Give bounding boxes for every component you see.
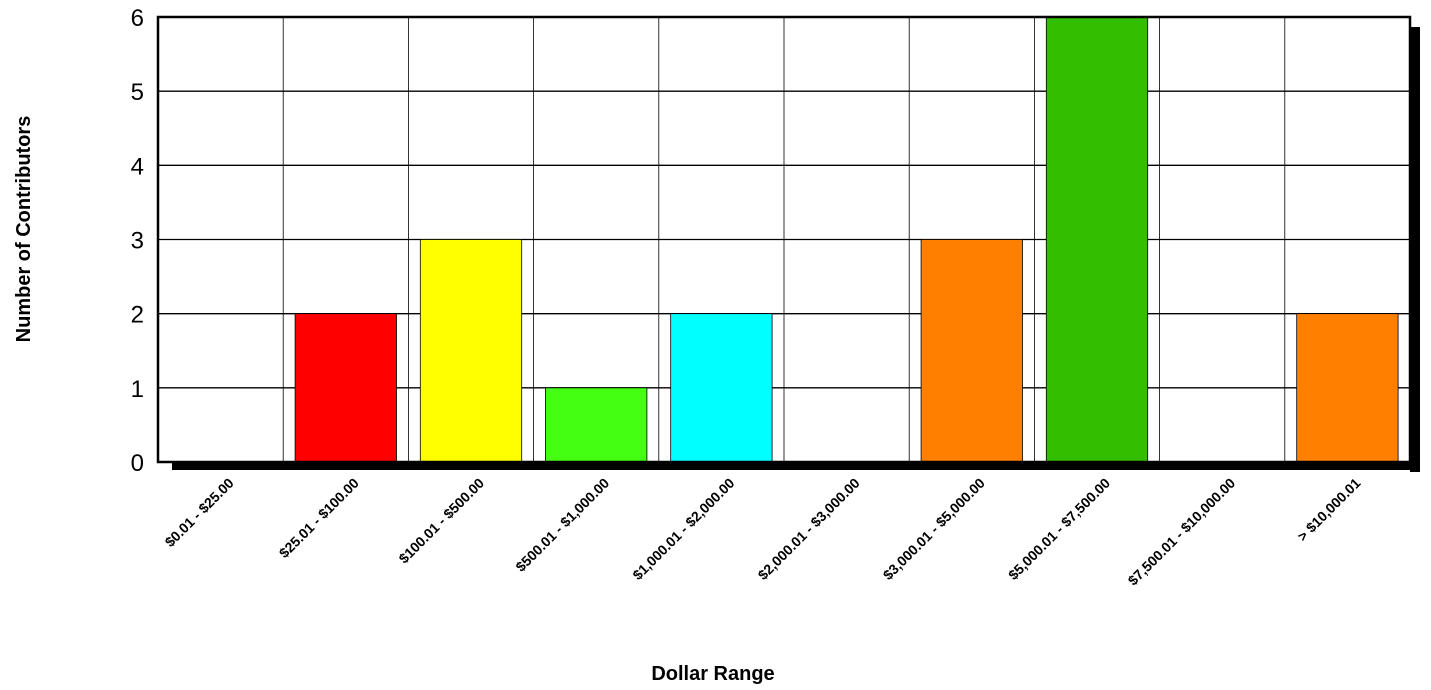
- y-tick-label: 1: [131, 376, 144, 403]
- bar: [1045, 16, 1149, 463]
- bars: [294, 16, 1399, 463]
- bar: [545, 387, 648, 463]
- x-tick-label: $5,000.01 - $7,500.00: [1005, 475, 1113, 583]
- plot-frame: [156, 15, 1412, 464]
- y-tick-label: 5: [131, 79, 144, 106]
- x-tick-labels: $0.01 - $25.00 $25.01 - $100.00 $100.01 - …: [162, 475, 1364, 589]
- y-tick-label: 3: [131, 228, 144, 255]
- x-tick-label: $3,000.01 - $5,000.00: [880, 475, 988, 583]
- x-axis-title: Dollar Range: [651, 663, 774, 685]
- x-tick-label: > $10,000.01: [1294, 475, 1364, 545]
- plot-border: [156, 15, 1412, 464]
- bar: [419, 239, 523, 463]
- x-tick-label: $7,500.01 - $10,000.00: [1125, 475, 1239, 589]
- y-tick-labels: 0 1 2 3 4 5 6: [131, 5, 144, 477]
- plot-shadow: [172, 27, 1420, 472]
- y-axis-title: Number of Contributors: [13, 116, 35, 343]
- y-tick-label: 6: [131, 5, 144, 32]
- bar: [920, 239, 1023, 463]
- y-tick-label: 2: [131, 302, 144, 329]
- x-tick-label: $2,000.01 - $3,000.00: [755, 475, 863, 583]
- x-tick-label: $500.01 - $1,000.00: [512, 475, 612, 575]
- shadow-bottom: [172, 462, 1420, 470]
- bar: [294, 313, 397, 463]
- shadow-right: [1410, 27, 1420, 472]
- bar: [1296, 313, 1399, 463]
- bar: [670, 313, 773, 463]
- x-tick-label: $100.01 - $500.00: [395, 475, 487, 567]
- x-tick-label: $0.01 - $25.00: [162, 475, 237, 550]
- y-tick-label: 4: [131, 153, 144, 180]
- y-tick-label: 0: [131, 450, 144, 477]
- x-tick-label: $1,000.01 - $2,000.00: [629, 475, 737, 583]
- x-tick-label: $25.01 - $100.00: [276, 475, 362, 561]
